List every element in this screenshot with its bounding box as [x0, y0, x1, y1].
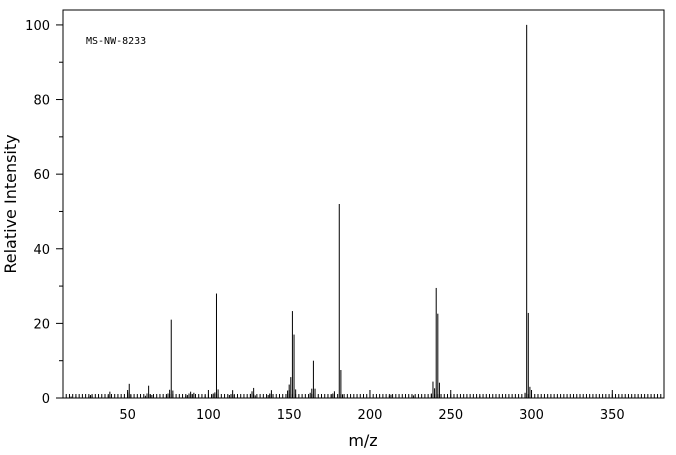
x-tick-label: 350 — [600, 408, 625, 423]
x-axis-ticks: 50 100 150 200 250 300 350 — [119, 390, 625, 423]
x-tick-label: 200 — [358, 408, 383, 423]
x-tick-label: 50 — [119, 408, 136, 423]
y-tick-label: 80 — [33, 94, 50, 109]
x-tick-label: 150 — [277, 408, 302, 423]
spectrum-id-label: MS-NW-8233 — [86, 36, 146, 47]
spectrum-peaks — [70, 24, 531, 398]
y-axis-ticks: 0 20 40 60 80 100 — [25, 19, 63, 407]
y-tick-label: 40 — [33, 243, 50, 258]
x-axis-label: m/z — [348, 431, 377, 450]
x-minor-ticks — [62, 394, 665, 398]
x-tick-label: 100 — [196, 408, 221, 423]
y-tick-label: 60 — [33, 168, 50, 183]
y-axis-label: Relative Intensity — [1, 134, 20, 273]
y-tick-label: 100 — [25, 19, 50, 34]
y-tick-label: 0 — [42, 392, 50, 407]
plot-frame — [62, 9, 665, 399]
y-tick-label: 20 — [33, 317, 50, 332]
x-tick-label: 300 — [519, 408, 544, 423]
x-tick-label: 250 — [438, 408, 463, 423]
